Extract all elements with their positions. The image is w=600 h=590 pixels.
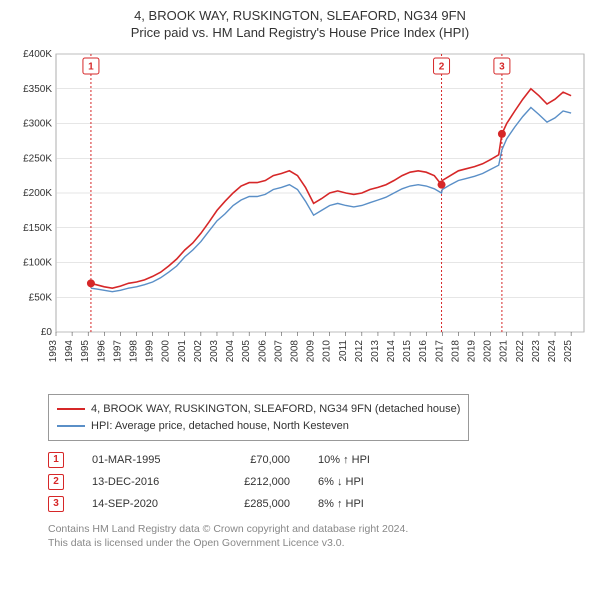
- sale-hpi: 8% ↑ HPI: [318, 493, 408, 515]
- svg-text:2022: 2022: [515, 340, 526, 363]
- svg-text:1995: 1995: [80, 340, 91, 363]
- svg-text:2003: 2003: [209, 340, 220, 363]
- sale-badge: 1: [48, 452, 64, 468]
- svg-text:1999: 1999: [145, 340, 156, 363]
- svg-text:2010: 2010: [322, 340, 333, 363]
- line-chart: £0 £50K £100K £150K £200K £250K £300K £350K £400…: [8, 46, 592, 386]
- chart-title-line1: 4, BROOK WAY, RUSKINGTON, SLEAFORD, NG34…: [8, 8, 592, 23]
- sales-row: 1 01-MAR-1995 £70,000 10% ↑ HPI: [48, 449, 592, 471]
- svg-text:2001: 2001: [177, 340, 188, 363]
- svg-text:2018: 2018: [450, 340, 461, 363]
- svg-text:2017: 2017: [434, 340, 445, 363]
- svg-text:3: 3: [499, 62, 505, 73]
- chart-title-line2: Price paid vs. HM Land Registry's House …: [8, 25, 592, 40]
- svg-text:2002: 2002: [193, 340, 204, 363]
- svg-text:2023: 2023: [531, 340, 542, 363]
- legend-label: HPI: Average price, detached house, Nort…: [91, 418, 349, 435]
- svg-text:2000: 2000: [161, 340, 172, 363]
- svg-text:2021: 2021: [499, 340, 510, 363]
- svg-text:2012: 2012: [354, 340, 365, 363]
- svg-text:£0: £0: [41, 327, 53, 338]
- footnote: Contains HM Land Registry data © Crown c…: [48, 523, 592, 550]
- legend-swatch: [57, 408, 85, 410]
- sale-badge: 3: [48, 496, 64, 512]
- sale-date: 01-MAR-1995: [92, 449, 192, 471]
- svg-text:2020: 2020: [483, 340, 494, 363]
- svg-text:£50K: £50K: [29, 292, 53, 303]
- svg-text:2011: 2011: [338, 340, 349, 362]
- chart-container: £0 £50K £100K £150K £200K £250K £300K £350K £400…: [8, 46, 592, 386]
- sale-price: £70,000: [220, 449, 290, 471]
- svg-text:2: 2: [439, 62, 445, 73]
- svg-text:£300K: £300K: [23, 119, 52, 130]
- svg-text:2015: 2015: [402, 340, 413, 363]
- footnote-line2: This data is licensed under the Open Gov…: [48, 537, 592, 551]
- svg-text:£150K: £150K: [23, 223, 52, 234]
- svg-text:2005: 2005: [241, 340, 252, 363]
- svg-text:1993: 1993: [48, 340, 59, 363]
- sales-table: 1 01-MAR-1995 £70,000 10% ↑ HPI 2 13-DEC-2016…: [48, 449, 592, 515]
- sale-hpi: 10% ↑ HPI: [318, 449, 408, 471]
- sale-badge: 2: [48, 474, 64, 490]
- footnote-line1: Contains HM Land Registry data © Crown c…: [48, 523, 592, 537]
- svg-text:2007: 2007: [273, 340, 284, 363]
- legend-item: 4, BROOK WAY, RUSKINGTON, SLEAFORD, NG34…: [57, 401, 460, 418]
- svg-text:2004: 2004: [225, 340, 236, 363]
- svg-text:£400K: £400K: [23, 49, 52, 60]
- sales-row: 3 14-SEP-2020 £285,000 8% ↑ HPI: [48, 493, 592, 515]
- svg-text:£100K: £100K: [23, 258, 52, 269]
- svg-text:2008: 2008: [289, 340, 300, 363]
- svg-text:2006: 2006: [257, 340, 268, 363]
- sale-price: £212,000: [220, 471, 290, 493]
- svg-text:1996: 1996: [96, 340, 107, 363]
- svg-text:2014: 2014: [386, 340, 397, 363]
- sale-hpi: 6% ↓ HPI: [318, 471, 408, 493]
- legend: 4, BROOK WAY, RUSKINGTON, SLEAFORD, NG34…: [48, 394, 469, 441]
- sale-date: 13-DEC-2016: [92, 471, 192, 493]
- svg-text:1997: 1997: [112, 340, 123, 363]
- svg-text:£250K: £250K: [23, 153, 52, 164]
- sale-price: £285,000: [220, 493, 290, 515]
- sales-row: 2 13-DEC-2016 £212,000 6% ↓ HPI: [48, 471, 592, 493]
- svg-text:1: 1: [88, 62, 94, 73]
- svg-text:£350K: £350K: [23, 84, 52, 95]
- svg-text:2009: 2009: [306, 340, 317, 363]
- legend-label: 4, BROOK WAY, RUSKINGTON, SLEAFORD, NG34…: [91, 401, 460, 418]
- legend-swatch: [57, 425, 85, 427]
- legend-item: HPI: Average price, detached house, Nort…: [57, 418, 460, 435]
- sale-date: 14-SEP-2020: [92, 493, 192, 515]
- svg-text:2016: 2016: [418, 340, 429, 363]
- svg-text:2024: 2024: [547, 340, 558, 363]
- svg-text:2019: 2019: [467, 340, 478, 363]
- svg-text:1998: 1998: [128, 340, 139, 363]
- svg-text:2013: 2013: [370, 340, 381, 363]
- svg-text:2025: 2025: [563, 340, 574, 363]
- svg-text:1994: 1994: [64, 340, 75, 363]
- svg-text:£200K: £200K: [23, 188, 52, 199]
